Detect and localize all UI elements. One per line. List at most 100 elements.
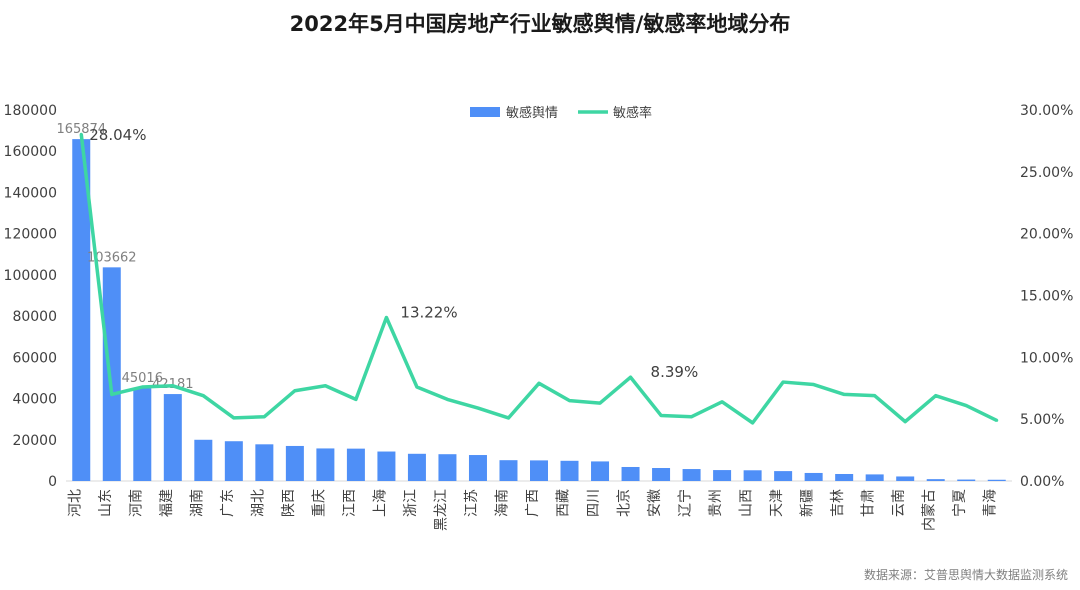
x-tick-label: 江西 <box>342 489 358 517</box>
bar <box>774 471 793 481</box>
rate-point <box>171 384 175 388</box>
x-tick-label: 湖北 <box>250 489 266 517</box>
x-tick-label: 云南 <box>891 489 907 517</box>
x-tick-label: 贵州 <box>708 489 724 517</box>
legend-bar-swatch <box>470 107 500 117</box>
x-tick-label: 上海 <box>372 489 388 517</box>
x-tick-label: 福建 <box>159 489 175 517</box>
bar <box>926 479 945 481</box>
x-tick-label: 西藏 <box>556 489 572 517</box>
x-tick-label: 广西 <box>525 489 541 517</box>
rate-point <box>690 415 694 419</box>
bar <box>896 476 915 481</box>
bar <box>255 444 274 481</box>
y-right-tick-label: 30.00% <box>1020 103 1073 119</box>
bar <box>560 460 579 481</box>
bar <box>743 470 762 481</box>
rate-point <box>293 389 297 393</box>
rate-value-label: 13.22% <box>400 304 457 322</box>
chart-title: 2022年5月中国房地产行业敏感舆情/敏感率地域分布 <box>289 12 791 36</box>
x-tick-label: 河北 <box>67 489 83 517</box>
bar <box>377 451 396 481</box>
rate-point <box>903 420 907 424</box>
y-right-tick-label: 10.00% <box>1020 350 1073 366</box>
bar-value-label: 103662 <box>87 250 137 265</box>
legend-bar-label: 敏感舆情 <box>506 105 558 121</box>
x-tick-label: 山东 <box>98 489 114 517</box>
rate-point <box>262 415 266 419</box>
bar <box>652 468 671 481</box>
rate-point <box>537 381 541 385</box>
y-left-tick-label: 0 <box>48 474 57 490</box>
rate-point <box>445 397 449 401</box>
y-right-tick-label: 15.00% <box>1020 289 1073 305</box>
y-left-tick-label: 40000 <box>12 392 57 408</box>
bar <box>987 479 1006 481</box>
bar <box>316 448 335 481</box>
bar <box>713 470 732 481</box>
x-tick-label: 浙江 <box>403 489 419 517</box>
y-left-tick-label: 160000 <box>4 144 57 160</box>
bar <box>72 139 91 482</box>
bar <box>407 453 426 481</box>
rate-point <box>110 392 114 396</box>
y-left-tick-label: 100000 <box>4 268 57 284</box>
rate-value-label: 8.39% <box>651 363 699 381</box>
rate-point <box>476 406 480 410</box>
rate-point <box>384 316 388 320</box>
x-tick-label: 重庆 <box>311 489 327 517</box>
x-tick-label: 内蒙古 <box>922 489 938 531</box>
rate-point <box>659 413 663 417</box>
bar <box>346 448 365 481</box>
bar <box>133 388 152 481</box>
x-tick-label: 黑龙江 <box>433 489 449 531</box>
rate-point <box>751 421 755 425</box>
rate-point <box>354 397 358 401</box>
bar <box>468 455 487 481</box>
rate-point <box>201 394 205 398</box>
y-right-tick-label: 25.00% <box>1020 165 1073 181</box>
bar <box>499 460 518 481</box>
x-tick-label: 天津 <box>769 489 785 517</box>
x-tick-label: 四川 <box>586 489 602 517</box>
rate-point <box>964 404 968 408</box>
y-left-tick-label: 140000 <box>4 185 57 201</box>
bar <box>591 461 610 481</box>
x-tick-label: 河南 <box>128 489 144 517</box>
rate-point <box>598 401 602 405</box>
bar-value-label: 165874 <box>56 122 106 137</box>
rate-point <box>323 384 327 388</box>
bar-value-label: 45016 <box>122 371 163 386</box>
y-left-tick-label: 80000 <box>12 309 57 325</box>
x-tick-label: 陕西 <box>281 489 297 517</box>
rate-point <box>995 418 999 422</box>
bar <box>835 473 854 481</box>
x-tick-label: 新疆 <box>800 489 816 517</box>
rate-point <box>506 416 510 420</box>
rate-point <box>629 375 633 379</box>
rate-point <box>934 394 938 398</box>
rate-point <box>781 380 785 384</box>
rate-line <box>79 134 998 425</box>
rate-point <box>415 385 419 389</box>
bar <box>621 466 640 481</box>
x-tick-label: 安徽 <box>647 489 663 517</box>
y-left-tick-label: 60000 <box>12 350 57 366</box>
x-tick-label: 辽宁 <box>677 489 694 517</box>
bar <box>163 394 182 481</box>
x-tick-label: 山西 <box>739 489 755 517</box>
bar <box>194 439 213 481</box>
x-tick-label: 江苏 <box>464 489 480 517</box>
legend-line-label: 敏感率 <box>613 105 652 121</box>
rate-point <box>140 385 144 389</box>
bar <box>224 441 243 481</box>
y-left-tick-label: 120000 <box>4 227 57 243</box>
x-tick-label: 湖南 <box>189 489 205 517</box>
x-tick-label: 宁夏 <box>951 489 968 517</box>
rate-point <box>812 383 816 387</box>
bar <box>957 479 976 481</box>
y-right-tick-label: 20.00% <box>1020 227 1073 243</box>
bar <box>285 445 304 481</box>
